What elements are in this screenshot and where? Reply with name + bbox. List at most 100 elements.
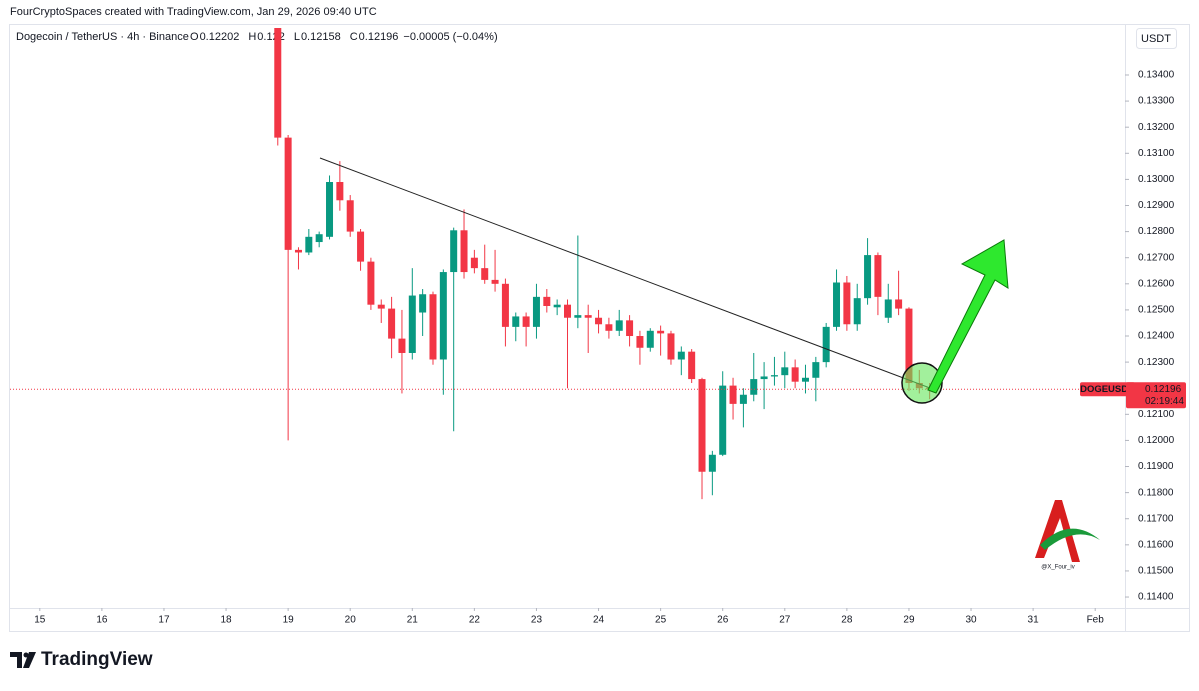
countdown: 02:19:44 — [1145, 396, 1184, 407]
ohlc-value: 0.12202 — [200, 31, 240, 43]
candle-body — [833, 282, 841, 327]
symbol: Dogecoin / TetherUS · 4h · Binance — [16, 31, 189, 43]
frame — [9, 24, 1190, 632]
candle-body — [791, 367, 799, 382]
y-tick-label: 0.12700 — [1138, 252, 1175, 263]
candle-body — [439, 272, 447, 360]
y-tick-label: 0.11900 — [1138, 461, 1174, 472]
candle-body — [822, 326, 830, 363]
candle-body — [595, 317, 603, 325]
candle-body — [564, 304, 571, 318]
y-tick-label: 0.11600 — [1138, 539, 1174, 550]
y-tick-label: 0.12400 — [1138, 331, 1175, 342]
candle-body — [584, 315, 592, 318]
highlight-circle — [901, 362, 943, 404]
candle-body — [688, 351, 696, 380]
ticker: DOGEUSDT — [1080, 384, 1134, 395]
candle-body — [698, 379, 706, 472]
change: −0.00005 (−0.04%) — [403, 31, 497, 43]
x-tick-label: 16 — [96, 615, 108, 626]
last-price: 0.12196 — [1145, 384, 1182, 395]
ohlc-label: L — [294, 31, 300, 43]
x-tick-label: 22 — [469, 615, 481, 626]
candle-body — [781, 367, 789, 376]
candle-body — [895, 299, 903, 309]
y-tick-label: 0.12300 — [1138, 357, 1175, 368]
candle-body — [522, 316, 530, 327]
candle-body — [305, 236, 313, 253]
candle-body — [388, 308, 396, 339]
candle-body — [326, 182, 334, 237]
y-tick-label: 0.13400 — [1138, 70, 1175, 81]
ohlc-label: O — [190, 31, 199, 43]
credit: FourCryptoSpaces created with TradingVie… — [10, 6, 377, 18]
candle-body — [543, 296, 551, 306]
candle-body — [905, 308, 913, 383]
candle-body — [284, 137, 292, 250]
candle-body — [760, 376, 768, 380]
candle-body — [884, 299, 892, 318]
candle-body — [636, 336, 644, 348]
x-tick-label: 20 — [345, 615, 357, 626]
watermark-text: @X_Four_iv — [1041, 565, 1074, 571]
x-tick-label: 29 — [903, 615, 915, 626]
x-tick-label: 21 — [407, 615, 419, 626]
y-tick-label: 0.12100 — [1138, 409, 1175, 420]
x-tick-label: 17 — [158, 615, 170, 626]
candle-body — [532, 296, 540, 327]
ticker-tag — [1080, 382, 1135, 397]
candle-body — [377, 304, 385, 309]
logo-mark — [10, 652, 22, 668]
currency-box — [1136, 28, 1177, 49]
y-tick-label: 0.12800 — [1138, 226, 1175, 237]
candle-body — [450, 230, 458, 273]
y-tick-label: 0.11500 — [1138, 566, 1174, 577]
y-tick-label: 0.13300 — [1138, 96, 1175, 107]
candle-body — [429, 294, 437, 360]
x-tick-label: 28 — [841, 615, 853, 626]
x-tick-label: 23 — [531, 615, 543, 626]
candle-body — [553, 304, 561, 308]
x-tick-label: Feb — [1087, 615, 1105, 626]
candle-body — [481, 268, 489, 280]
brand: TradingView — [41, 649, 153, 670]
candle-body — [853, 298, 861, 325]
watermark-logo: @X_Four_iv — [1035, 500, 1100, 571]
x-tick-label: 30 — [965, 615, 977, 626]
y-tick-label: 0.11700 — [1138, 513, 1174, 524]
candle-body — [574, 315, 582, 318]
ohlc-value: 0.12196 — [359, 31, 399, 43]
x-tick-label: 25 — [655, 615, 667, 626]
ohlc-value: 0.12158 — [301, 31, 341, 43]
y-tick-label: 0.13100 — [1138, 148, 1175, 159]
candle-body — [294, 249, 302, 253]
candle-body — [801, 377, 809, 382]
y-tick-label: 0.13200 — [1138, 122, 1175, 133]
y-tick-label: 0.13000 — [1138, 174, 1175, 185]
candle-body — [677, 351, 685, 360]
candle-body — [491, 279, 499, 284]
price-tag — [1126, 382, 1186, 409]
y-tick-label: 0.11400 — [1138, 592, 1174, 603]
trend-line — [319, 157, 931, 389]
y-tick-label: 0.12900 — [1138, 200, 1175, 211]
candle-body — [398, 338, 406, 353]
ohlc-legend: O 0.12202 H 0.122 L 0.12158 C 0.12196 −0.00005 (… — [190, 31, 498, 43]
plot-area — [10, 28, 1125, 500]
x-tick-label: 27 — [779, 615, 791, 626]
x-tick-label: 18 — [220, 615, 232, 626]
x-tick-label: 24 — [593, 615, 605, 626]
candle-body — [512, 316, 520, 327]
candle-body — [750, 379, 758, 395]
candle-body — [315, 234, 323, 243]
candle-body — [336, 182, 344, 201]
x-tick-label: 15 — [34, 615, 46, 626]
candle-body — [470, 257, 478, 269]
candle-body — [357, 231, 365, 262]
currency: USDT — [1141, 33, 1171, 45]
logo-dot — [23, 652, 29, 658]
y-tick-label: 0.11800 — [1138, 487, 1174, 498]
y-tick-label: 0.12000 — [1138, 435, 1175, 446]
candle-body — [864, 255, 872, 299]
candle-body — [657, 330, 665, 334]
